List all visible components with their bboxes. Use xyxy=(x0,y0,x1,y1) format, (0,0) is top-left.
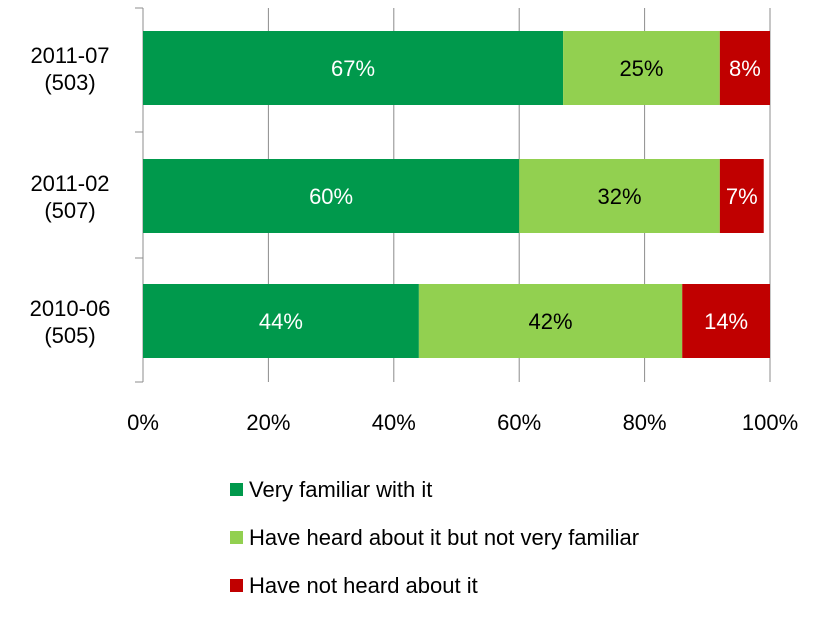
legend-swatch-very-familiar xyxy=(230,483,243,496)
chart: 0% 20% 40% 60% 80% 100% 2011-07 (503) 2011-02 (50… xyxy=(30,7,798,598)
category-label-line1: 2010-06 xyxy=(30,296,111,321)
data-label: 42% xyxy=(529,309,573,334)
legend: Very familiar with it Have heard about i… xyxy=(230,476,639,620)
x-tick-label: 100% xyxy=(742,410,798,435)
bar-segment xyxy=(563,31,720,105)
legend-item-very-familiar: Very familiar with it xyxy=(230,476,639,503)
category-label-line2: (507) xyxy=(44,198,95,223)
legend-label-heard-not-familiar: Have heard about it but not very familia… xyxy=(249,524,640,550)
bar-segment xyxy=(719,159,764,233)
legend-swatch-not-heard xyxy=(230,579,243,592)
bar-segment xyxy=(519,159,720,233)
legend-swatch-heard-not-familiar xyxy=(230,531,243,544)
x-tick-label: 60% xyxy=(497,410,541,435)
bar-segment xyxy=(143,159,520,233)
data-label: 60% xyxy=(309,184,353,209)
data-label: 32% xyxy=(597,184,641,209)
x-tick-label: 0% xyxy=(127,410,159,435)
category-label-line2: (503) xyxy=(44,70,95,95)
data-label: 14% xyxy=(704,309,748,334)
category-label-line1: 2011-02 xyxy=(30,171,109,196)
bar-segment xyxy=(143,284,419,358)
category-label-line2: (505) xyxy=(44,323,95,348)
legend-item-heard-not-familiar: Have heard about it but not very familia… xyxy=(230,524,639,551)
data-label: 8% xyxy=(729,56,761,81)
bar-segment xyxy=(143,31,564,105)
bar-segment xyxy=(682,284,770,358)
data-label: 44% xyxy=(259,309,303,334)
bar-segment xyxy=(418,284,683,358)
legend-label-very-familiar: Very familiar with it xyxy=(249,476,433,502)
x-tick-label: 20% xyxy=(246,410,290,435)
x-tick-label: 40% xyxy=(372,410,416,435)
category-label-line1: 2011-07 xyxy=(30,43,109,68)
stacked-bar-chart: 0% 20% 40% 60% 80% 100%2011-07(503)2011-02(50… xyxy=(30,7,798,435)
x-tick-label: 80% xyxy=(623,410,667,435)
legend-item-not-heard: Have not heard about it xyxy=(230,572,639,599)
legend-label-not-heard: Have not heard about it xyxy=(249,572,478,598)
data-label: 67% xyxy=(331,56,375,81)
bar-segment xyxy=(719,31,770,105)
data-label: 7% xyxy=(726,184,758,209)
data-label: 25% xyxy=(619,56,663,81)
